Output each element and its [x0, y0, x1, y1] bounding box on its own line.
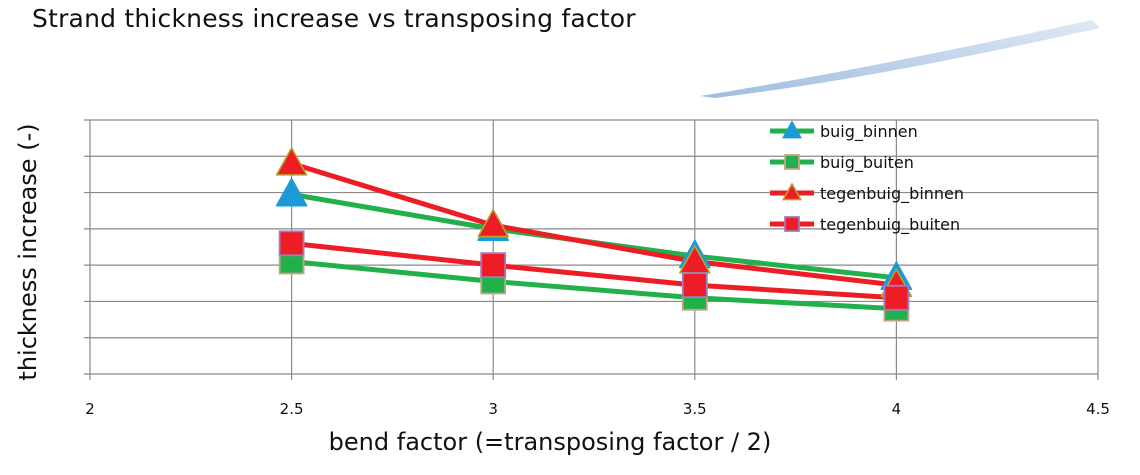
page-title: Strand thickness increase vs transposing…: [32, 4, 636, 33]
legend-marker: [782, 121, 802, 139]
data-point-tegenbuig_buiten: [681, 272, 708, 299]
legend-item-buig_binnen: buig_binnen: [770, 121, 918, 142]
x-axis-title: bend factor (=transposing factor / 2): [329, 428, 772, 456]
x-tick-label: 4: [892, 400, 902, 418]
data-point-tegenbuig_binnen: [477, 208, 510, 238]
legend-item-tegenbuig_buiten: tegenbuig_buiten: [770, 215, 960, 235]
legend-marker: [782, 183, 802, 201]
y-axis-title: thickness increase (-): [14, 123, 42, 380]
legend-label: tegenbuig_binnen: [820, 184, 964, 204]
data-point-tegenbuig_buiten: [480, 252, 507, 279]
x-tick-label: 3.5: [683, 400, 707, 418]
legend-label: buig_binnen: [820, 122, 918, 142]
legend-marker: [784, 154, 800, 170]
series-line-buig_buiten: [289, 259, 899, 312]
data-point-tegenbuig_buiten: [883, 284, 910, 311]
legend-item-tegenbuig_binnen: tegenbuig_binnen: [770, 183, 964, 204]
series-line-tegenbuig_buiten: [289, 240, 899, 301]
x-tick-label: 2: [85, 400, 95, 418]
data-point-tegenbuig_binnen: [275, 147, 308, 176]
legend-label: buig_buiten: [820, 153, 914, 173]
legend-marker: [784, 216, 800, 232]
x-tick-label: 4.5: [1086, 400, 1110, 418]
data-point-tegenbuig_buiten: [278, 230, 305, 257]
legend-label: tegenbuig_buiten: [820, 215, 960, 235]
x-tick-label: 3: [488, 400, 498, 418]
series-line-tegenbuig_binnen: [289, 161, 899, 288]
x-tick-label: 2.5: [280, 400, 304, 418]
legend-item-buig_buiten: buig_buiten: [770, 153, 914, 173]
decorative-swoosh: [700, 20, 1100, 98]
data-point-buig_binnen: [275, 177, 308, 207]
